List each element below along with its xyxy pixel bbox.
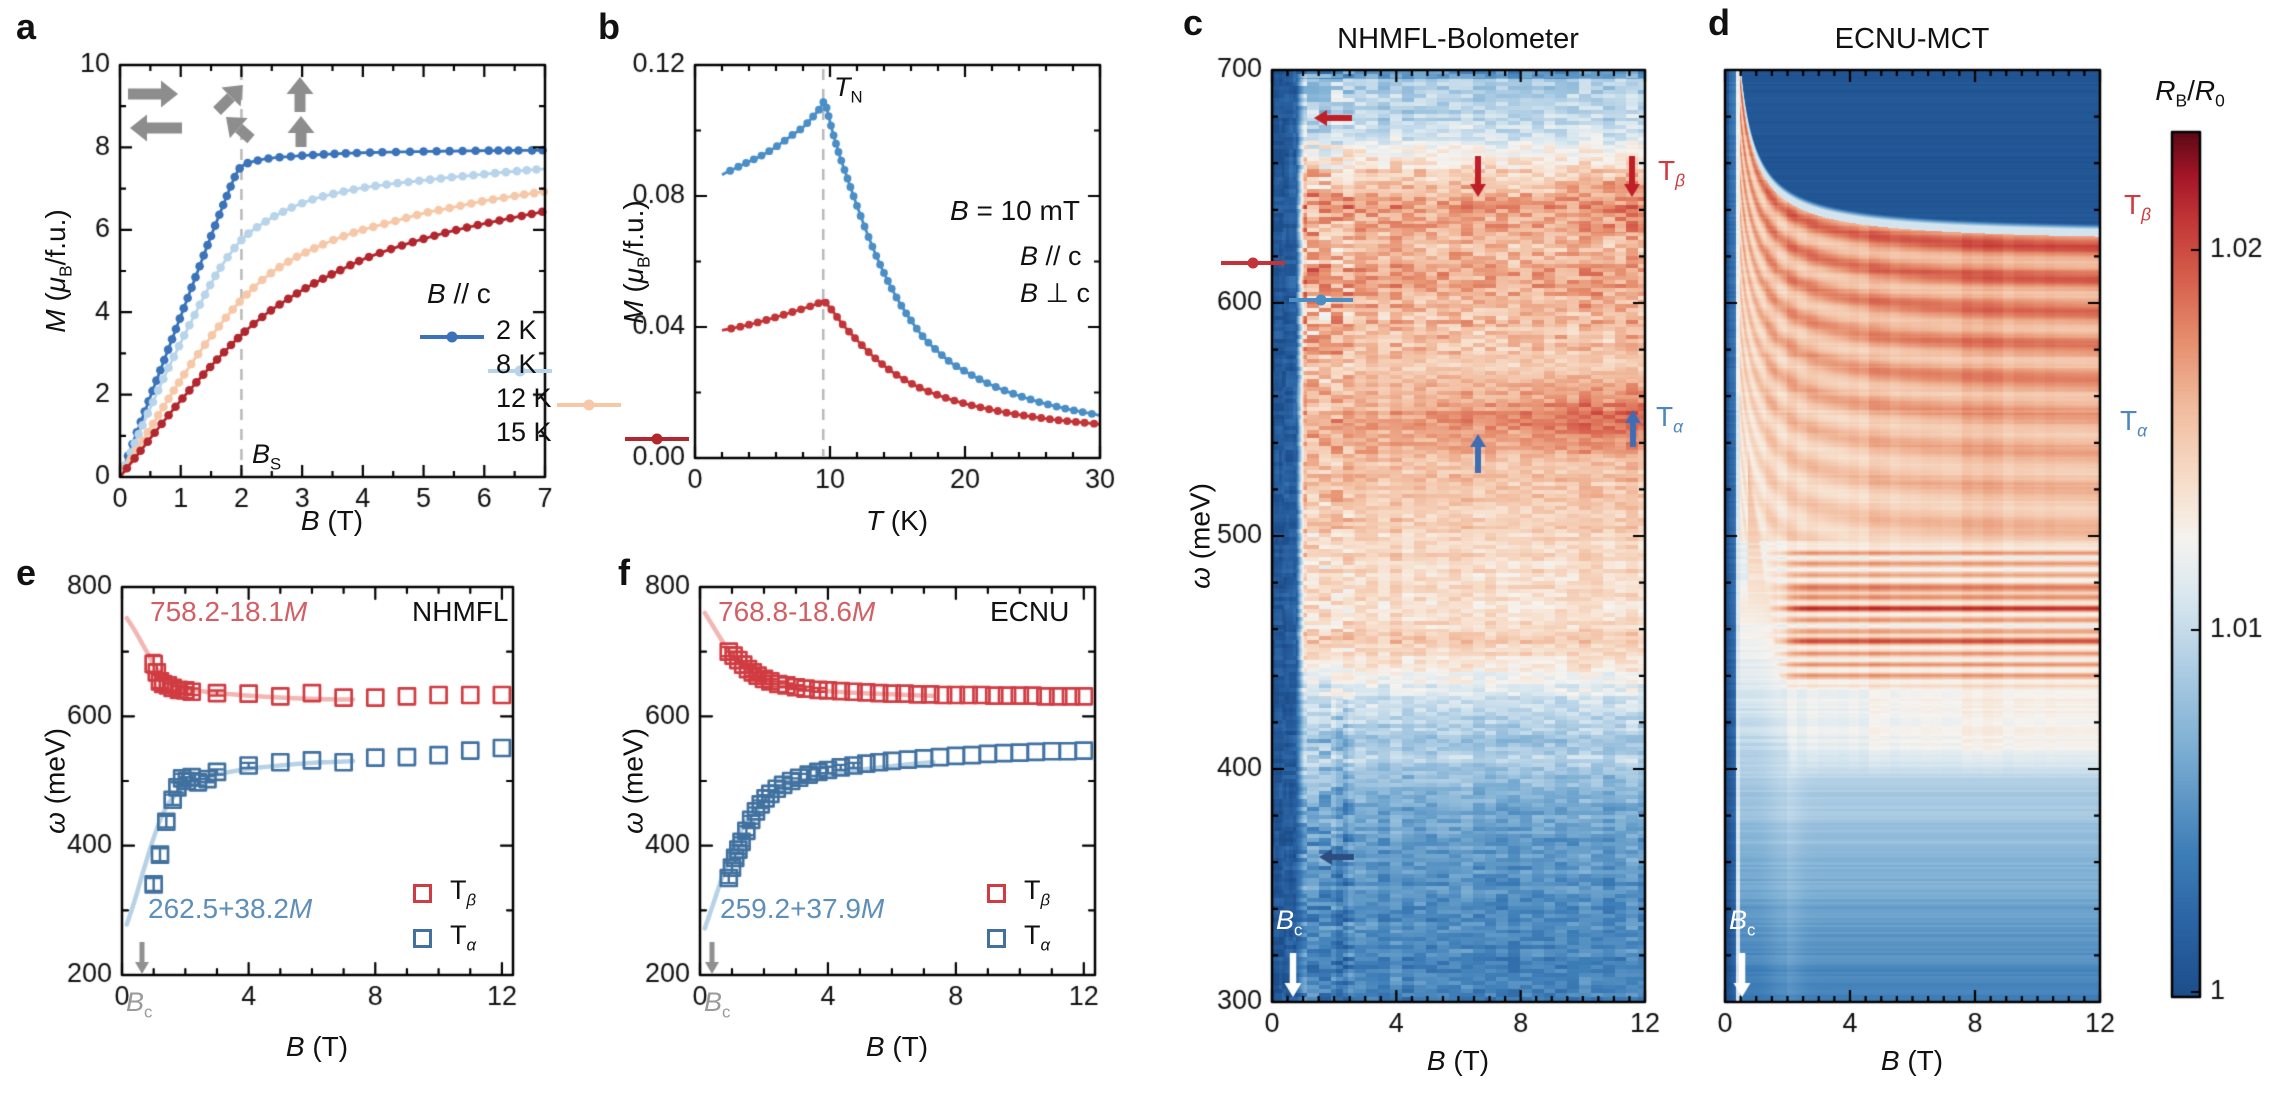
e-fit-equation-blue: 262.5+38.2M bbox=[148, 893, 313, 924]
a-legend-swatch-8k bbox=[488, 369, 553, 373]
e-yaxis-label: ω (meV) bbox=[39, 728, 71, 834]
e-legend-square-talpha bbox=[413, 929, 432, 948]
b-legend-swatch-bparc bbox=[1220, 261, 1285, 265]
e-fit-equation-red: 758.2-18.1M bbox=[150, 596, 308, 627]
d-bc-annotation: Bc bbox=[1729, 905, 1756, 940]
b-legend-title: B = 10 mT bbox=[950, 195, 1080, 226]
a-yaxis-label: M (μB/f.u.) bbox=[40, 209, 76, 333]
b-yaxis-label: M (μB/f.u.) bbox=[618, 200, 654, 324]
colorbar-title: RB/R0 bbox=[2155, 75, 2225, 111]
a-legend-swatch-12k bbox=[556, 403, 621, 407]
panel-letter-c: c bbox=[1183, 2, 1204, 43]
f-legend-label-talpha: Tα bbox=[1024, 920, 1051, 955]
a-bs-annotation: BS bbox=[252, 439, 282, 474]
b-xaxis-label: T (K) bbox=[865, 505, 929, 536]
panel-letter-d: d bbox=[1708, 2, 1730, 43]
a-legend-label-15k: 15 K bbox=[496, 417, 552, 447]
f-legend-square-tbeta bbox=[987, 884, 1006, 903]
b-tn-annotation: TN bbox=[834, 72, 863, 107]
panel-letter-a: a bbox=[16, 6, 37, 47]
f-yaxis-label: ω (meV) bbox=[617, 728, 649, 834]
c-bc-annotation: Bc bbox=[1276, 905, 1303, 940]
e-legend-label-talpha: Tα bbox=[450, 920, 477, 955]
e-xaxis-label: B (T) bbox=[285, 1031, 349, 1062]
d-xaxis-label: B (T) bbox=[1880, 1045, 1944, 1076]
f-fit-equation-red: 768.8-18.6M bbox=[718, 596, 876, 627]
panel-c-title: NHMFL-Bolometer bbox=[1337, 23, 1579, 55]
c-talpha-label: Tα bbox=[1656, 401, 1684, 437]
a-xaxis-label: B (T) bbox=[300, 505, 364, 536]
panel-d-title: ECNU-MCT bbox=[1834, 23, 1990, 55]
f-site-label: ECNU bbox=[990, 596, 1070, 627]
a-legend-swatch-15k bbox=[625, 437, 690, 441]
c-yaxis-label: ω (meV) bbox=[1184, 483, 1216, 589]
e-legend-label-tbeta: Tβ bbox=[450, 875, 477, 910]
c-xaxis-label: B (T) bbox=[1426, 1045, 1490, 1076]
d-tbeta-label: Tβ bbox=[2124, 189, 2152, 225]
b-legend-label-bparc: B // c bbox=[1020, 241, 1082, 271]
c-tbeta-label: Tβ bbox=[1658, 155, 1686, 191]
a-legend-label-8k: 8 K bbox=[496, 349, 537, 379]
f-fit-equation-blue: 259.2+37.9M bbox=[720, 893, 885, 924]
panel-letter-e: e bbox=[16, 552, 37, 593]
f-legend-label-tbeta: Tβ bbox=[1024, 875, 1051, 910]
a-legend-swatch-2k bbox=[420, 335, 484, 339]
f-legend-square-talpha bbox=[987, 929, 1006, 948]
panel-letter-b: b bbox=[598, 6, 620, 47]
f-bc-annotation: Bc bbox=[704, 987, 731, 1022]
panel-letter-f: f bbox=[618, 552, 630, 593]
e-legend-square-tbeta bbox=[413, 884, 432, 903]
b-legend-label-bperpc: B ⊥ c bbox=[1020, 278, 1091, 308]
e-site-label: NHMFL bbox=[412, 596, 509, 627]
a-legend-label-2k: 2 K bbox=[496, 315, 537, 345]
a-legend-label-12k: 12 K bbox=[496, 383, 552, 413]
b-legend-swatch-bperpc bbox=[1289, 298, 1354, 302]
f-xaxis-label: B (T) bbox=[865, 1031, 929, 1062]
d-talpha-label: Tα bbox=[2120, 405, 2148, 441]
e-bc-annotation: Bc bbox=[126, 987, 153, 1022]
a-legend-title: B // c bbox=[427, 278, 491, 309]
